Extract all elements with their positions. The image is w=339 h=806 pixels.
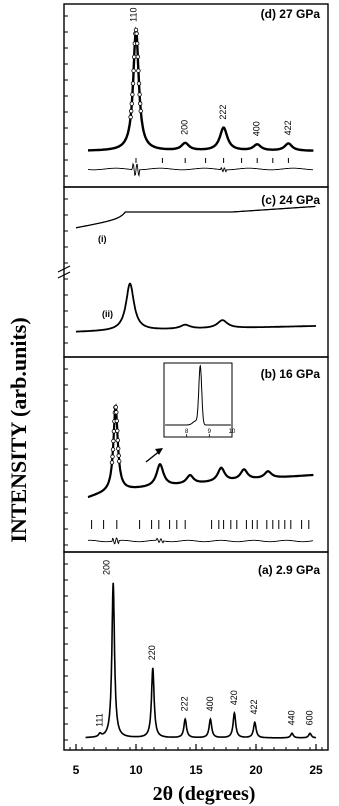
hkl-label: 400 bbox=[252, 121, 262, 136]
hkl-label: 600 bbox=[304, 710, 314, 725]
curve-16gpa bbox=[87, 403, 314, 499]
data-point-marker bbox=[115, 428, 120, 433]
hkl-label: 400 bbox=[205, 696, 215, 711]
panel-label-a: (a) 2.9 GPa bbox=[258, 563, 320, 577]
axis-break-mark bbox=[57, 265, 71, 279]
data-point-marker bbox=[134, 31, 139, 36]
data-point-marker bbox=[130, 92, 135, 97]
inset-tick-label: 10 bbox=[229, 429, 236, 435]
data-point-marker bbox=[114, 418, 119, 424]
hkl-label: 420 bbox=[229, 690, 239, 705]
data-point-marker bbox=[116, 459, 122, 464]
hkl-label: 111 bbox=[94, 713, 104, 727]
hkl-label: 110 bbox=[128, 8, 138, 22]
y-axis-label: INTENSITY (arb.units) bbox=[6, 317, 31, 542]
data-point-marker bbox=[116, 453, 121, 458]
data-point-marker bbox=[113, 405, 118, 410]
panel-label-b: (b) 16 GPa bbox=[261, 367, 321, 381]
data-point-marker bbox=[137, 101, 143, 106]
x-axis-label: 2θ (degrees) bbox=[153, 783, 256, 805]
curve-2-9gpa bbox=[85, 582, 316, 739]
data-point-marker bbox=[110, 454, 115, 459]
panel-label-c: (c) 24 GPa bbox=[261, 193, 320, 207]
difference-curve-27gpa bbox=[88, 162, 314, 178]
hkl-label: 200 bbox=[102, 560, 112, 575]
hkl-label: 440 bbox=[286, 710, 296, 725]
series-label-ii: (ii) bbox=[102, 309, 113, 319]
data-point-marker bbox=[109, 460, 115, 465]
data-point-marker bbox=[111, 438, 116, 444]
hkl-label: 220 bbox=[147, 645, 157, 660]
hkl-label: 222 bbox=[180, 696, 190, 711]
data-point-marker bbox=[136, 81, 142, 86]
curve-24gpa-i bbox=[75, 205, 316, 229]
curve-24gpa-ii bbox=[76, 282, 316, 333]
data-point-marker bbox=[136, 68, 141, 73]
data-point-marker bbox=[128, 114, 133, 120]
data-point-marker bbox=[131, 68, 136, 73]
inset-tick-label: 8 bbox=[185, 429, 189, 435]
curve-27gpa bbox=[88, 26, 314, 152]
x-tick-label: 20 bbox=[249, 763, 263, 777]
series-label-i: (i) bbox=[98, 234, 107, 244]
difference-curve-16gpa bbox=[88, 537, 314, 545]
data-point-marker bbox=[128, 108, 134, 114]
inset-tick-label: 9 bbox=[208, 429, 212, 435]
data-point-marker bbox=[114, 410, 119, 415]
x-tick-label: 15 bbox=[189, 763, 203, 777]
y-axis-label-wrap: INTENSITY (arb.units) bbox=[4, 150, 40, 710]
panel-label-d: (d) 27 GPa bbox=[261, 7, 321, 21]
hkl-label: 422 bbox=[249, 699, 259, 714]
x-tick-label: 25 bbox=[309, 763, 323, 777]
hkl-label: 422 bbox=[283, 120, 293, 135]
data-point-marker bbox=[133, 27, 139, 33]
hkl-label: 200 bbox=[180, 120, 190, 135]
data-point-marker bbox=[137, 92, 142, 97]
data-point-marker bbox=[129, 101, 134, 106]
data-point-marker bbox=[134, 41, 140, 46]
inset-curve bbox=[165, 364, 231, 426]
x-tick-label: 5 bbox=[73, 763, 80, 777]
inset-arrow-head bbox=[155, 448, 163, 455]
hkl-label: 222 bbox=[218, 105, 228, 120]
data-point-marker bbox=[138, 108, 143, 114]
data-point-marker bbox=[115, 438, 120, 443]
data-point-marker bbox=[110, 447, 116, 452]
data-point-marker bbox=[115, 446, 121, 451]
data-point-marker bbox=[130, 81, 136, 86]
x-tick-label: 10 bbox=[129, 763, 143, 777]
data-point-marker bbox=[135, 54, 140, 59]
data-point-marker bbox=[131, 54, 137, 60]
